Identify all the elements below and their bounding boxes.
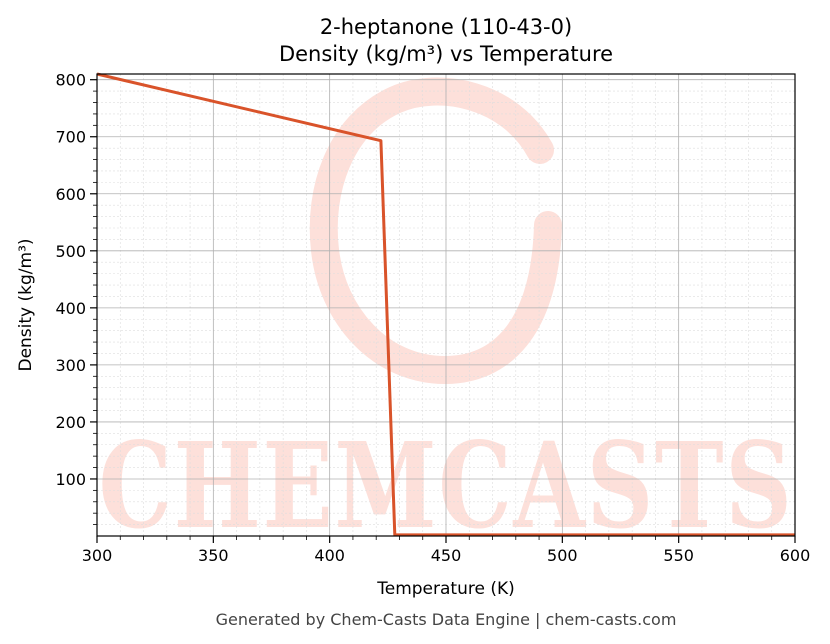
x-tick-label: 400	[314, 546, 345, 565]
y-tick-label: 700	[55, 128, 86, 147]
ticks	[90, 79, 796, 543]
y-tick-labels: 100 200 300 400 500 600 700 800	[55, 71, 86, 489]
x-tick-label: 300	[82, 546, 113, 565]
y-axis-label: Density (kg/m³)	[16, 238, 36, 371]
x-tick-label: 450	[431, 546, 462, 565]
y-tick-label: 200	[55, 413, 86, 432]
x-tick-label: 550	[663, 546, 694, 565]
chart-title: 2-heptanone (110-43-0)	[320, 15, 572, 39]
x-tick-label: 500	[547, 546, 578, 565]
x-tick-label: 350	[198, 546, 229, 565]
y-tick-label: 400	[55, 299, 86, 318]
x-tick-labels: 300 350 400 450 500 550 600	[82, 546, 811, 565]
y-tick-label: 800	[55, 71, 86, 90]
density-line	[96, 72, 795, 537]
chart-subtitle: Density (kg/m³) vs Temperature	[279, 42, 613, 66]
y-tick-label: 600	[55, 185, 86, 204]
y-tick-label: 500	[55, 242, 86, 261]
y-tick-label: 100	[55, 470, 86, 489]
y-tick-label: 300	[55, 356, 86, 375]
watermark-logo	[309, 77, 562, 385]
footer-credit: Generated by Chem-Casts Data Engine | ch…	[216, 610, 677, 629]
watermark-text: CHEMCASTS	[99, 416, 794, 555]
x-tick-label: 600	[780, 546, 811, 565]
x-axis-label: Temperature (K)	[376, 579, 515, 599]
watermark: CHEMCASTS	[99, 77, 794, 555]
